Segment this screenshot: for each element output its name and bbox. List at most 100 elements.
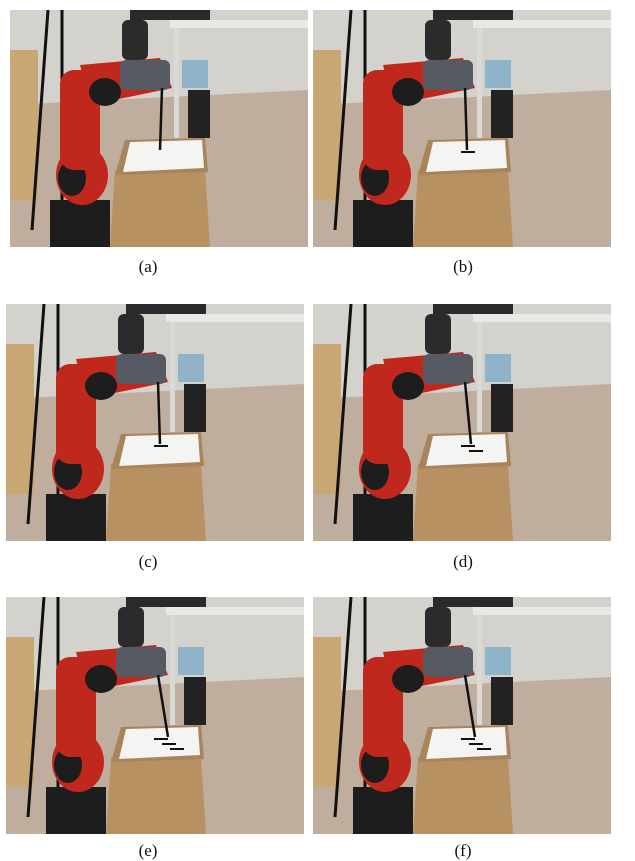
robot-base: [46, 787, 106, 834]
paper-sheet: [119, 727, 200, 759]
cardboard-box: [110, 170, 210, 247]
robot-pen: [463, 87, 469, 151]
robot-pen: [463, 674, 477, 738]
monitor-base: [130, 10, 210, 20]
robot-elbow: [392, 78, 424, 106]
cardboard-box: [106, 757, 206, 834]
book-stack: [178, 354, 204, 382]
desk-top: [166, 607, 304, 615]
office-chair: [425, 607, 451, 647]
office-chair: [425, 314, 451, 354]
robot-base: [353, 200, 413, 247]
caption-b: (b): [453, 257, 473, 276]
photo-panel-a: [10, 10, 308, 247]
robot-head: [423, 60, 473, 90]
robot-elbow: [89, 78, 121, 106]
tripod-leg: [333, 304, 353, 525]
pc-tower: [491, 677, 513, 725]
monitor-base: [433, 10, 513, 20]
robot-head: [120, 60, 170, 90]
office-chair: [425, 20, 451, 60]
wooden-cabinet: [6, 637, 34, 787]
monitor-base: [433, 304, 513, 314]
cardboard-box: [106, 464, 206, 541]
robot-base: [353, 787, 413, 834]
desk-top: [473, 20, 611, 28]
tripod-leg: [26, 597, 46, 818]
caption-d: (d): [453, 552, 473, 571]
scene-svg: [6, 597, 304, 834]
caption-c: (c): [138, 552, 158, 571]
photo-panel-e: [6, 597, 304, 834]
photo-panel-b: [313, 10, 611, 247]
desk-top: [473, 607, 611, 615]
robot-elbow: [392, 372, 424, 400]
photo-panel-d: [313, 304, 611, 541]
monitor-base: [126, 304, 206, 314]
pc-tower: [491, 384, 513, 432]
wooden-cabinet: [6, 344, 34, 494]
robot-base: [50, 200, 110, 247]
desk-leg: [170, 322, 175, 432]
tripod-leg: [26, 304, 46, 525]
robot-head: [423, 647, 473, 677]
robot-pen: [156, 381, 162, 445]
scene-svg: [313, 597, 611, 834]
pc-tower: [184, 384, 206, 432]
monitor-base: [433, 597, 513, 607]
desk-leg: [477, 28, 482, 138]
robot-elbow: [85, 665, 117, 693]
robot-pen: [463, 381, 473, 445]
desk-top: [473, 314, 611, 322]
pc-tower: [188, 90, 210, 138]
robot-head: [423, 354, 473, 384]
tripod-leg: [333, 10, 353, 231]
robot-pen: [158, 87, 164, 151]
cardboard-box: [413, 757, 513, 834]
tripod-leg: [333, 597, 353, 818]
desk-leg: [174, 28, 179, 138]
cardboard-box: [413, 464, 513, 541]
photo-panel-f: [313, 597, 611, 834]
caption-e: (e): [138, 841, 158, 860]
robot-elbow: [392, 665, 424, 693]
robot-pen: [156, 674, 170, 738]
wooden-cabinet: [10, 50, 38, 200]
book-stack: [485, 647, 511, 675]
book-stack: [485, 354, 511, 382]
paper-sheet: [426, 140, 507, 172]
scene-svg: [6, 304, 304, 541]
scene-svg: [313, 304, 611, 541]
office-chair: [118, 607, 144, 647]
desk-top: [170, 20, 308, 28]
paper-sheet: [426, 727, 507, 759]
wooden-cabinet: [313, 344, 341, 494]
caption-f: (f): [454, 841, 472, 860]
desk-leg: [477, 615, 482, 725]
robot-head: [116, 647, 166, 677]
robot-base: [46, 494, 106, 541]
pc-tower: [184, 677, 206, 725]
scene-svg: [313, 10, 611, 247]
book-stack: [182, 60, 208, 88]
photo-panel-c: [6, 304, 304, 541]
scene-svg: [10, 10, 308, 247]
wooden-cabinet: [313, 637, 341, 787]
desk-leg: [170, 615, 175, 725]
office-chair: [122, 20, 148, 60]
monitor-base: [126, 597, 206, 607]
paper-sheet: [123, 140, 204, 172]
paper-sheet: [119, 434, 200, 466]
robot-head: [116, 354, 166, 384]
wooden-cabinet: [313, 50, 341, 200]
cardboard-box: [413, 170, 513, 247]
book-stack: [485, 60, 511, 88]
robot-elbow: [85, 372, 117, 400]
tripod-leg: [30, 10, 50, 231]
office-chair: [118, 314, 144, 354]
pc-tower: [491, 90, 513, 138]
paper-sheet: [426, 434, 507, 466]
caption-a: (a): [138, 257, 158, 276]
desk-top: [166, 314, 304, 322]
robot-base: [353, 494, 413, 541]
